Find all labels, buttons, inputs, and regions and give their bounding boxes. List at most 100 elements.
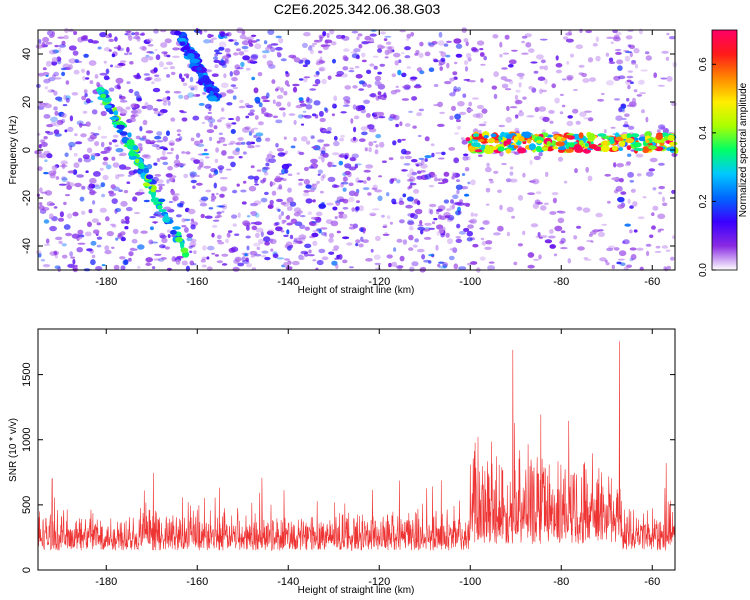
- spectrogram-speckle: [442, 263, 448, 269]
- spectrogram-speckle: [181, 218, 186, 223]
- spectrogram-speckle: [509, 166, 514, 170]
- spectrogram-speckle: [519, 76, 524, 80]
- spectrogram-speckle: [142, 135, 147, 139]
- spectrogram-speckle: [301, 114, 308, 118]
- spectrogram-speckle: [302, 64, 308, 67]
- spectrogram-speckle: [53, 106, 58, 111]
- spectrogram-speckle: [627, 125, 635, 130]
- spectrogram-speckle: [423, 236, 432, 240]
- spectrogram-speckle: [164, 38, 172, 44]
- spectrogram-speckle: [261, 250, 269, 254]
- spectrogram-speckle: [549, 120, 554, 124]
- spectrogram-speckle: [386, 215, 391, 220]
- spectrogram-speckle: [627, 70, 633, 73]
- spectrogram-speckle: [40, 258, 46, 262]
- spectrogram-speckle: [125, 206, 133, 212]
- spectrogram-speckle: [361, 59, 367, 63]
- spectrogram-speckle: [276, 257, 285, 260]
- spectrogram-speckle: [653, 72, 657, 78]
- spectrogram-feature-blob: [584, 142, 590, 147]
- spectrogram-speckle: [270, 248, 274, 252]
- spectrogram-speckle: [448, 255, 455, 261]
- spectrogram-speckle: [257, 238, 264, 245]
- spectrogram-speckle: [61, 113, 67, 118]
- spectrogram-speckle: [450, 199, 454, 204]
- spectrogram-speckle: [230, 161, 236, 168]
- spectrogram-speckle: [65, 232, 73, 237]
- spectrogram-speckle: [331, 113, 335, 117]
- spectrogram-speckle: [81, 210, 86, 215]
- spectrogram-feature-blob: [212, 87, 220, 93]
- spectrogram-speckle: [65, 97, 70, 103]
- spectrogram-speckle: [220, 58, 224, 64]
- spectrogram-speckle: [137, 265, 141, 269]
- spectrogram-speckle: [250, 202, 258, 207]
- spectrogram-speckle: [254, 115, 259, 120]
- spectrogram-speckle: [200, 259, 206, 263]
- spectrogram-speckle: [241, 45, 249, 50]
- spectrogram-speckle: [228, 39, 234, 42]
- spectrogram-speckle: [96, 81, 100, 88]
- spectrogram-speckle: [123, 166, 131, 170]
- spectrogram-speckle: [254, 43, 262, 50]
- spectrogram-speckle: [670, 256, 675, 261]
- spectrogram-speckle: [183, 173, 189, 179]
- spectrogram-speckle: [318, 68, 324, 71]
- spectrogram-speckle: [72, 258, 76, 265]
- spectrogram-speckle: [199, 158, 204, 165]
- spectrogram-speckle: [566, 76, 573, 81]
- spectrogram-feature-blob: [157, 205, 163, 210]
- spectrogram-speckle: [83, 157, 92, 163]
- spectrogram-speckle: [532, 203, 539, 209]
- spectrogram-speckle: [223, 73, 227, 79]
- spectrogram-speckle: [104, 245, 110, 251]
- spectrogram-speckle: [342, 259, 348, 264]
- spectrogram-speckle: [218, 137, 226, 143]
- spectrogram-speckle: [290, 218, 298, 224]
- spectrogram-feature-blob: [597, 133, 607, 137]
- spectrogram-speckle: [592, 42, 598, 47]
- spectrogram-speckle: [150, 140, 156, 144]
- spectrogram-speckle: [184, 227, 189, 233]
- spectrogram-speckle: [437, 263, 441, 268]
- spectrogram-speckle: [255, 144, 261, 148]
- spectrogram-speckle: [192, 94, 201, 97]
- spectrogram-speckle: [508, 64, 514, 68]
- spectrogram-speckle: [532, 258, 540, 261]
- spectrogram-speckle: [575, 44, 583, 49]
- spectrogram-speckle: [139, 46, 147, 50]
- spectrogram-speckle: [146, 51, 154, 54]
- spectrogram-speckle: [221, 253, 229, 257]
- spectrogram-speckle: [144, 77, 151, 82]
- spectrogram-speckle: [318, 156, 323, 160]
- spectrogram-speckle: [217, 165, 225, 170]
- spectrogram-speckle: [215, 192, 219, 195]
- spectrogram-speckle: [522, 172, 526, 178]
- spectrogram-feature-blob: [633, 147, 644, 152]
- spectrogram-speckle: [106, 231, 115, 237]
- spectrogram-speckle: [514, 94, 519, 100]
- spectrogram-speckle: [211, 37, 218, 40]
- spectrogram-speckle: [270, 43, 279, 46]
- spectrogram-speckle: [633, 48, 640, 54]
- spectrogram-speckle: [470, 179, 476, 186]
- spectrogram-speckle: [82, 75, 86, 81]
- spectrogram-speckle: [509, 171, 514, 176]
- spectrogram-speckle: [297, 178, 305, 181]
- spectrogram-speckle: [90, 152, 99, 157]
- spectrogram-feature-blob: [526, 138, 532, 144]
- spectrogram-speckle: [166, 54, 171, 58]
- spectrogram-speckle: [416, 164, 420, 167]
- spectrogram-speckle: [55, 236, 63, 241]
- spectrogram-speckle: [344, 163, 352, 169]
- spectrogram-speckle: [406, 33, 412, 39]
- spectrogram-speckle: [376, 81, 382, 86]
- spectrogram-speckle: [67, 263, 75, 268]
- spectrogram-speckle: [247, 145, 255, 149]
- spectrogram-speckle: [120, 265, 126, 271]
- spectrogram-speckle: [315, 211, 323, 217]
- spectrogram-speckle: [406, 173, 414, 178]
- spectrogram-speckle: [392, 114, 400, 121]
- spectrogram-feature-blob: [186, 49, 196, 54]
- spectrogram-speckle: [305, 140, 311, 145]
